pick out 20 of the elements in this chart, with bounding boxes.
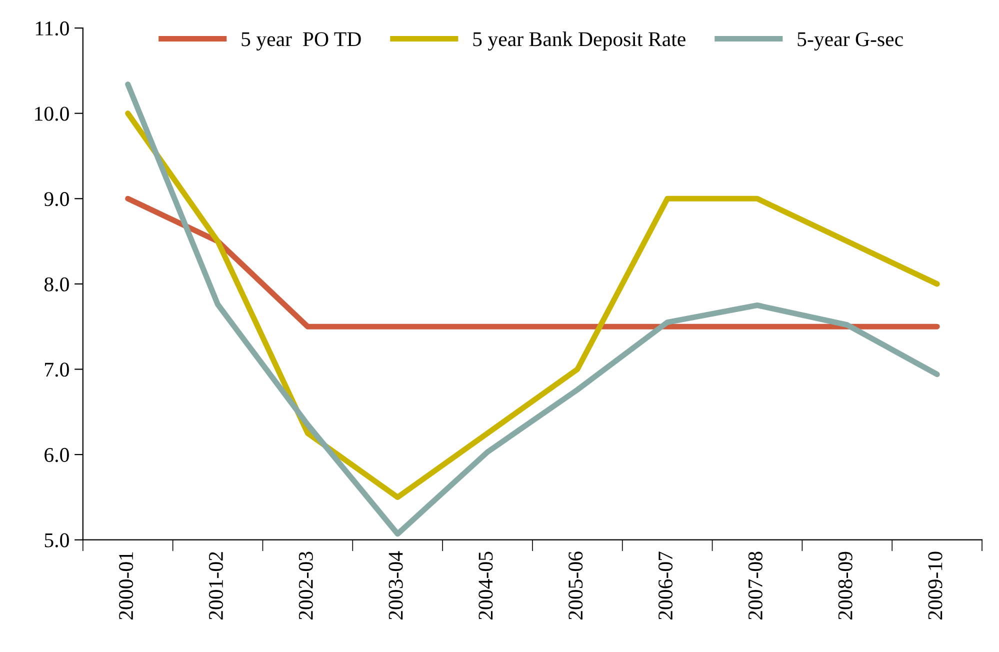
legend-label: 5-year G-sec [798,32,903,51]
legend-label: 5 year PO TD [242,32,361,51]
y-tick-label: 9.0 [44,192,69,206]
y-tick-label: 10.0 [35,106,69,121]
x-tick-label: 2006-07 [658,552,673,620]
x-tick-label: 2005-06 [568,552,583,620]
y-tick-label: 6.0 [44,448,69,462]
x-tick-label: 2009-10 [928,552,942,620]
x-tick-label: 2007-08 [748,552,762,620]
x-tick-label: 2004-05 [478,552,493,620]
x-tick-label: 2002-03 [298,552,313,620]
x-tick-label: 2000-01 [119,552,134,620]
x-tick-label: 2008-09 [838,552,852,620]
x-tick-label: 2003-04 [388,551,403,620]
x-tick-label: 2001-02 [208,552,223,620]
y-tick-label: 7.0 [45,362,69,377]
y-tick-label: 11.0 [36,21,69,36]
legend-label: 5 year Bank Deposit Rate [473,32,686,51]
y-tick-label: 5.0 [44,533,69,548]
y-tick-label: 8.0 [44,277,69,292]
